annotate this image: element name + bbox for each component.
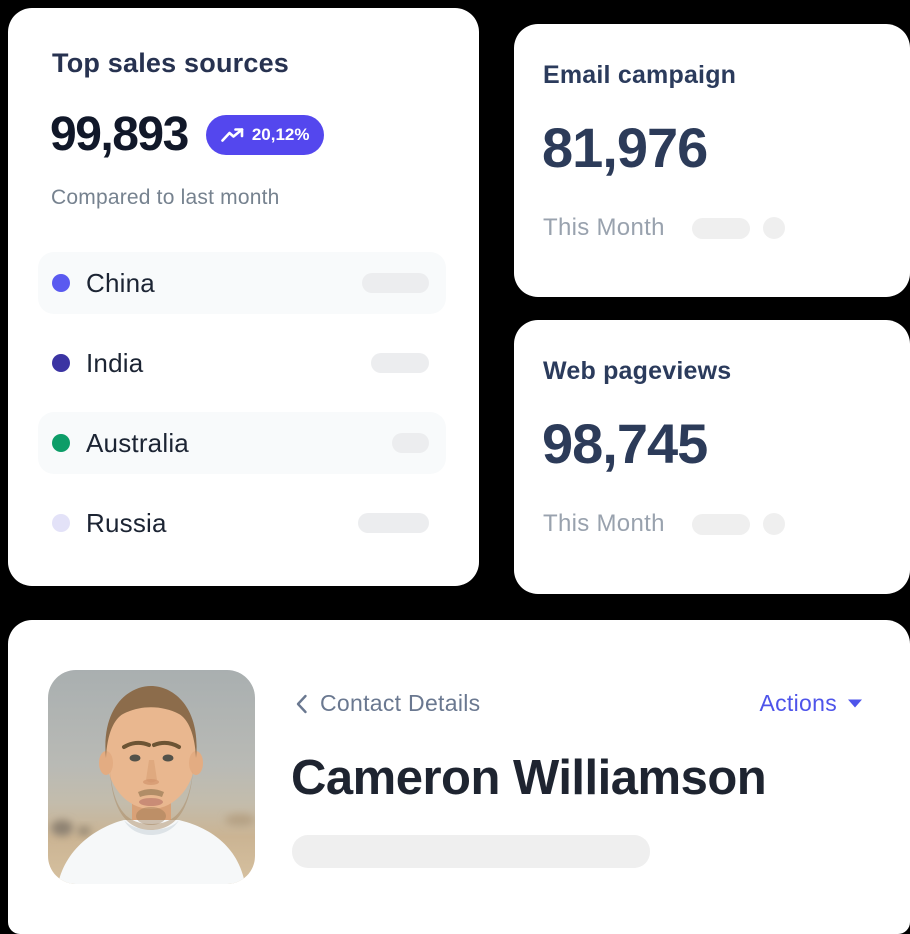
legend-dot <box>52 354 70 372</box>
period-label: This Month <box>543 510 665 537</box>
period-placeholder-dot <box>762 513 785 535</box>
country-label: India <box>86 347 144 378</box>
avatar-image <box>48 670 255 884</box>
country-row-india[interactable]: India <box>38 332 446 394</box>
period-label: This Month <box>543 214 665 241</box>
value-placeholder-bar <box>358 513 429 533</box>
country-row-china[interactable]: China <box>38 252 446 314</box>
actions-button[interactable]: Actions <box>759 690 862 717</box>
legend-dot <box>52 434 70 452</box>
top-sales-card: Top sales sources 99,893 20,12% Compared… <box>8 8 479 586</box>
back-button[interactable]: Contact Details <box>295 690 480 717</box>
country-label: China <box>86 267 155 298</box>
contact-placeholder-bar <box>292 835 650 868</box>
country-row-australia[interactable]: Australia <box>38 412 446 474</box>
email-campaign-title: Email campaign <box>543 61 737 89</box>
country-label: Australia <box>86 427 189 458</box>
web-pageviews-card: Web pageviews 98,745 This Month <box>514 320 910 594</box>
value-placeholder-bar <box>392 433 429 453</box>
contact-name: Cameron Williamson <box>291 751 767 805</box>
actions-label: Actions <box>759 690 837 716</box>
period-placeholder-dot <box>762 217 785 239</box>
web-pageviews-title: Web pageviews <box>543 357 732 385</box>
web-pageviews-value: 98,745 <box>542 412 708 475</box>
value-placeholder-bar <box>362 273 429 293</box>
top-sales-value-row: 99,893 20,12% <box>50 108 325 161</box>
contact-avatar <box>48 670 255 884</box>
web-pageviews-period-row: This Month <box>543 510 785 538</box>
country-label: Russia <box>86 507 167 538</box>
country-list: China India Australia Russia <box>38 252 446 572</box>
email-campaign-period-row: This Month <box>543 214 785 242</box>
legend-dot <box>52 274 70 292</box>
top-sales-subtitle: Compared to last month <box>51 186 280 209</box>
trend-badge: 20,12% <box>205 115 325 155</box>
top-sales-title: Top sales sources <box>52 48 290 78</box>
email-campaign-card: Email campaign 81,976 This Month <box>514 24 910 297</box>
legend-dot <box>52 514 70 532</box>
breadcrumb: Contact Details <box>320 690 481 716</box>
country-row-russia[interactable]: Russia <box>38 492 446 554</box>
chevron-left-icon <box>296 694 307 713</box>
period-placeholder-bar <box>691 513 750 535</box>
chevron-down-icon <box>848 699 862 708</box>
contact-card: Contact Details Actions Cameron Williams… <box>8 620 910 934</box>
email-campaign-value: 81,976 <box>542 116 708 179</box>
top-sales-value: 99,893 <box>50 108 189 161</box>
trend-up-icon <box>221 127 244 142</box>
value-placeholder-bar <box>371 353 429 373</box>
trend-badge-label: 20,12% <box>251 125 310 144</box>
period-placeholder-bar <box>691 217 750 239</box>
